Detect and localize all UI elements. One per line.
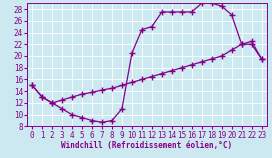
X-axis label: Windchill (Refroidissement éolien,°C): Windchill (Refroidissement éolien,°C) [61,141,233,150]
